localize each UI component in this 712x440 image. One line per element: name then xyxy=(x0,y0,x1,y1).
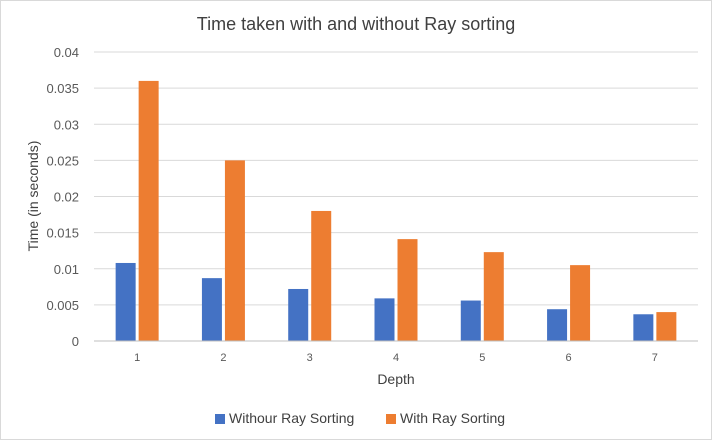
bar-without-sorting xyxy=(201,278,222,341)
legend-swatch xyxy=(386,414,396,424)
legend: Withour Ray Sorting With Ray Sorting xyxy=(215,410,505,426)
bar-with-sorting xyxy=(397,239,418,341)
y-tick-label: 0.015 xyxy=(46,226,79,241)
bar-without-sorting xyxy=(547,309,568,341)
bar-with-sorting xyxy=(138,80,159,342)
x-tick-label: 7 xyxy=(652,352,658,364)
bar-with-sorting xyxy=(311,210,332,341)
y-tick-label: 0.01 xyxy=(54,262,79,277)
x-tick-label: 3 xyxy=(307,352,313,364)
y-axis-ticks: 0 0.005 0.01 0.015 0.02 0.025 0.03 0.035 0.04 xyxy=(46,45,79,349)
x-tick-label: 6 xyxy=(566,352,572,364)
legend-label: With Ray Sorting xyxy=(400,410,505,426)
y-tick-label: 0.02 xyxy=(54,190,79,205)
y-tick-label: 0.03 xyxy=(54,117,79,132)
y-tick-label: 0.005 xyxy=(46,298,79,313)
x-axis-label: Depth xyxy=(377,371,414,387)
y-tick-label: 0 xyxy=(72,334,79,349)
x-tick-label: 4 xyxy=(393,352,399,364)
legend-swatch xyxy=(215,414,225,424)
chart-title: Time taken with and without Ray sorting xyxy=(197,14,515,34)
bar-without-sorting xyxy=(288,288,309,341)
y-axis-label: Time (in seconds) xyxy=(25,141,41,252)
legend-label: Withour Ray Sorting xyxy=(229,410,354,426)
y-tick-label: 0.025 xyxy=(46,153,79,168)
bar-with-sorting xyxy=(224,160,245,341)
x-axis-ticks: 1 2 3 4 5 6 7 xyxy=(134,352,658,364)
bar-with-sorting xyxy=(483,252,504,341)
y-tick-label: 0.035 xyxy=(46,81,79,96)
bars xyxy=(115,80,677,342)
bar-without-sorting xyxy=(374,298,395,341)
bar-with-sorting xyxy=(656,312,677,341)
bar-without-sorting xyxy=(633,314,654,341)
x-tick-label: 5 xyxy=(479,352,485,364)
bar-with-sorting xyxy=(570,265,591,341)
y-tick-label: 0.04 xyxy=(54,45,79,60)
bar-without-sorting xyxy=(460,300,481,341)
x-tick-label: 2 xyxy=(220,352,226,364)
gridlines xyxy=(94,51,698,306)
x-tick-label: 1 xyxy=(134,352,140,364)
bar-without-sorting xyxy=(115,262,136,341)
